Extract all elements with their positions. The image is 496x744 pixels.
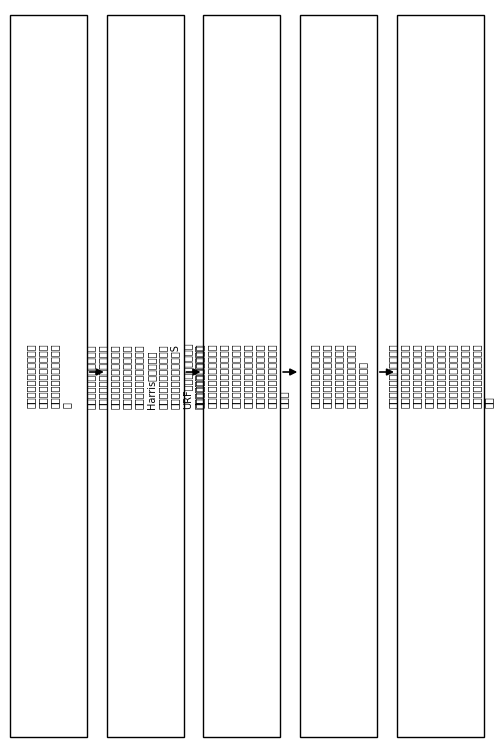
Bar: [203, 15, 280, 737]
Text: 步骤一、截取待拼接图像
的预设重叠区域并投影到
柱面，求得柱面投影图像
；: 步骤一、截取待拼接图像 的预设重叠区域并投影到 柱面，求得柱面投影图像 ；: [25, 344, 71, 408]
Text: 步骤三、针对步骤二中求
出的特征点，求得各特征
点的特征向量之间的欧氏
距离，寻找匹配的特征点
对，并采用多次迭代求内
点数的方法对特征点对进
行过滤，求得最优: 步骤三、针对步骤二中求 出的特征点，求得各特征 点的特征向量之间的欧氏 距离，寻…: [195, 344, 289, 408]
Bar: [300, 15, 377, 737]
Text: 步骤四、根据最优单应性
矩阵及所述单应性矩阵下
的各内点坐标，求得拼接
接缝的坐标以及待拼接图
像实际重叠区域；: 步骤四、根据最优单应性 矩阵及所述单应性矩阵下 的各内点坐标，求得拼接 接缝的坐…: [310, 344, 368, 408]
Text: 步骤五、针对步骤四中拼
接左右实际重叠区域内的
待拼接图像素点进行色度
的调整以消除待拼接图像
之间的接缝，求得待拼接
图像之间的相对位移并将
各待拼接图像拼接: 步骤五、针对步骤四中拼 接左右实际重叠区域内的 待拼接图像素点进行色度 的调整以…: [387, 344, 493, 408]
Text: 步骤二、针对步骤一中得
到的柱面投影，利用不同
尺度的高斯滤波建立图像
在各尺度下的子图像，对
各尺度的图像采用改进的
Harris方法寻找特
征点，并根据特征: 步骤二、针对步骤一中得 到的柱面投影，利用不同 尺度的高斯滤波建立图像 在各尺度…: [86, 342, 204, 409]
Bar: [10, 15, 87, 737]
Bar: [107, 15, 184, 737]
Bar: [397, 15, 484, 737]
